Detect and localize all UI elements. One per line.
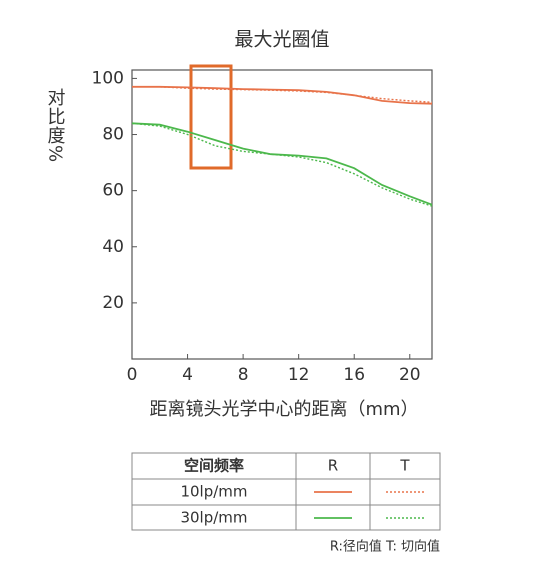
series-line [132, 85, 433, 105]
legend-table [131, 452, 441, 531]
y-tick-label: 40 [102, 237, 124, 257]
table-border [131, 452, 441, 531]
table-header: T [399, 457, 410, 475]
plot-frame [131, 69, 433, 360]
x-tick-label: 12 [288, 365, 310, 385]
x-tick-label: 8 [238, 365, 249, 385]
series-line [131, 122, 433, 206]
y-axis-label: 对比度% [45, 88, 66, 163]
table-row-label: 30lp/mm [180, 509, 247, 527]
y-tick-label: 60 [102, 181, 124, 201]
y-tick-label: 80 [102, 125, 124, 145]
highlight-box [189, 64, 233, 170]
table-header: R [328, 457, 338, 475]
table-header: 空间频率 [184, 457, 244, 475]
series-line [131, 122, 433, 207]
table-row-label: 10lp/mm [180, 483, 247, 501]
x-tick-label: 16 [343, 365, 365, 385]
y-tick-label: 100 [92, 68, 124, 88]
legend-note: R:径向值 T: 切向值 [330, 539, 440, 555]
x-tick-label: 20 [399, 365, 421, 385]
y-tick-label: 20 [102, 293, 124, 313]
series-line [132, 86, 433, 103]
x-tick-label: 0 [127, 365, 138, 385]
x-tick-label: 4 [182, 365, 193, 385]
chart-title: 最大光圈值 [234, 29, 329, 51]
x-axis-label: 距离镜头光学中心的距离（mm） [149, 399, 418, 420]
